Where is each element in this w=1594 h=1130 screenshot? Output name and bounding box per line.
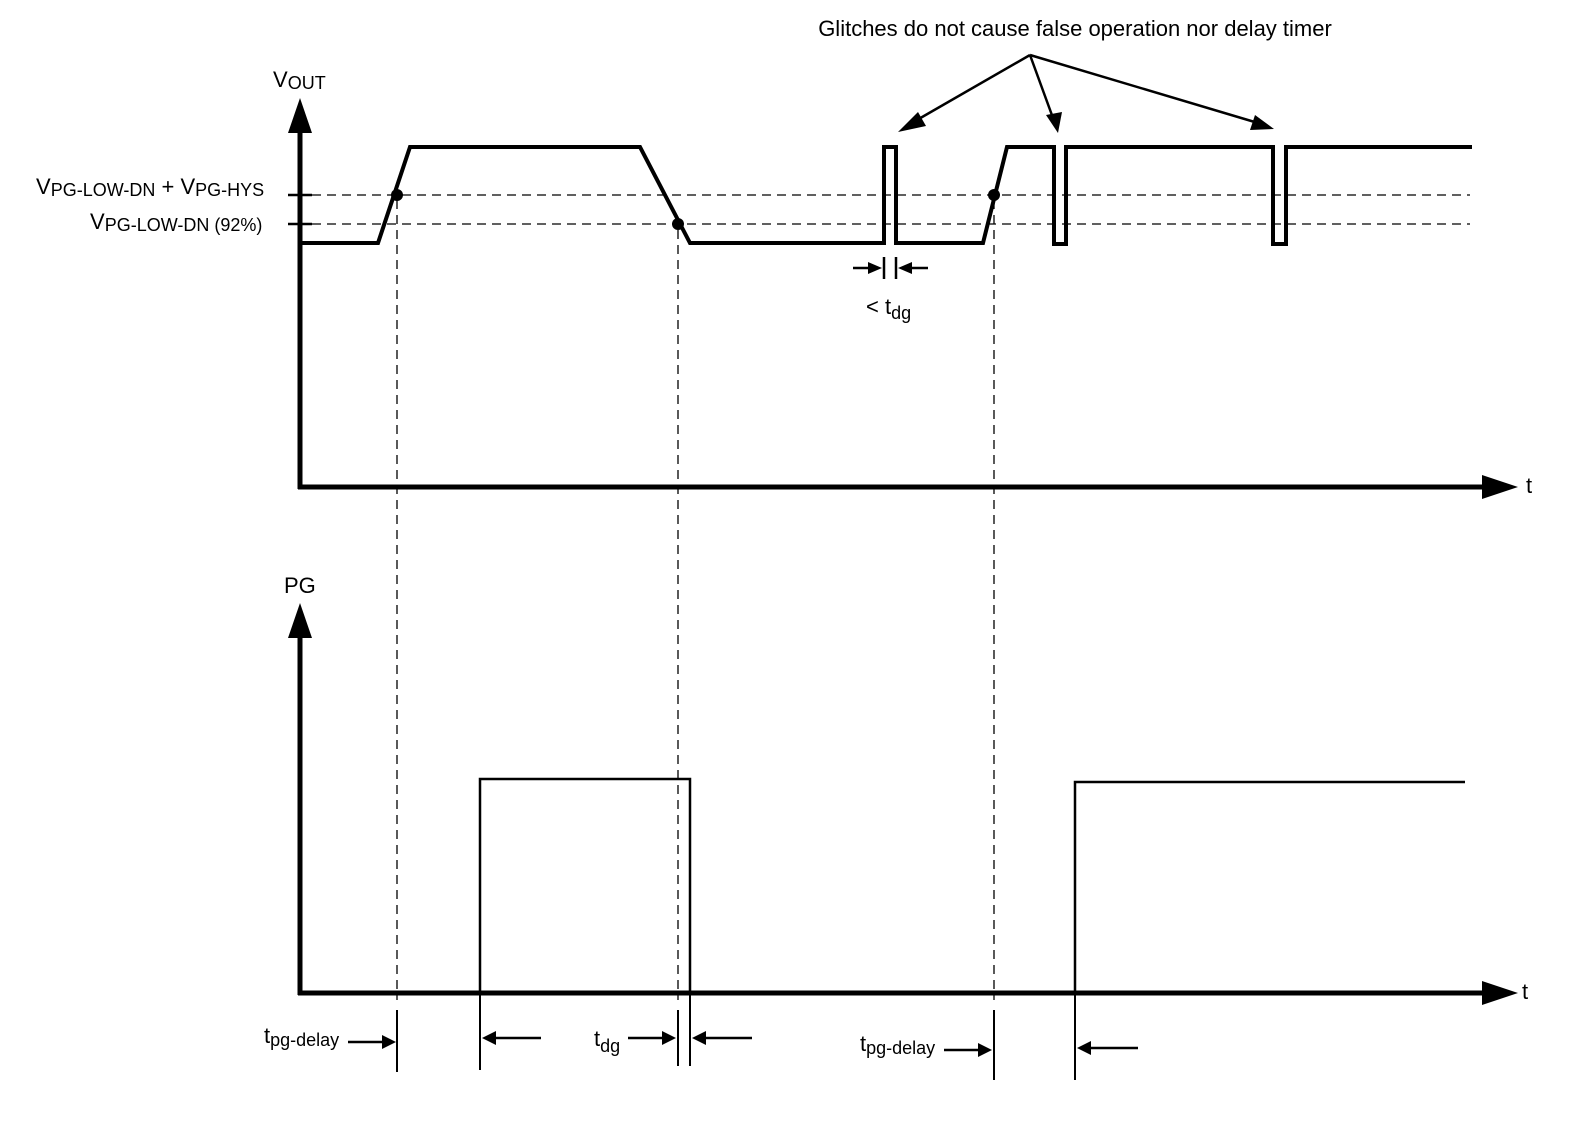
crossing-point — [988, 189, 1000, 201]
y-axis-arrow-icon — [288, 98, 312, 133]
timing-markers — [348, 995, 1138, 1080]
vout-axis-label: VOUT — [273, 67, 326, 93]
pg-axis-label: PG — [284, 573, 316, 598]
tpg-delay-label: tpg-delay — [264, 1023, 339, 1050]
callout-arrows — [898, 53, 1274, 133]
top-t-label: t — [1526, 473, 1532, 498]
crossing-point — [672, 218, 684, 230]
lower-threshold-label: VPG-LOW-DN (92%) — [90, 209, 262, 235]
pg-waveform — [1073, 780, 1465, 993]
pg-y-axis — [288, 603, 312, 995]
pg-x-axis — [298, 981, 1518, 1005]
glitch-width-marker — [853, 257, 928, 279]
glitch-width-label: < tdg — [866, 294, 911, 323]
glitch-callout-text: Glitches do not cause false operation no… — [818, 16, 1332, 41]
x-axis-arrow-icon — [1482, 981, 1518, 1005]
x-axis-arrow-icon — [1482, 475, 1518, 499]
vout-y-axis — [288, 98, 312, 489]
y-axis-arrow-icon — [288, 603, 312, 638]
tdg-label: tdg — [594, 1026, 620, 1056]
tpg-delay-label: tpg-delay — [860, 1031, 935, 1058]
bottom-t-label: t — [1522, 979, 1528, 1004]
pg-waveform — [478, 777, 692, 993]
crossing-point — [391, 189, 403, 201]
upper-threshold-label: VPG-LOW-DN + VPG-HYS — [36, 174, 264, 200]
vout-x-axis — [298, 475, 1518, 499]
